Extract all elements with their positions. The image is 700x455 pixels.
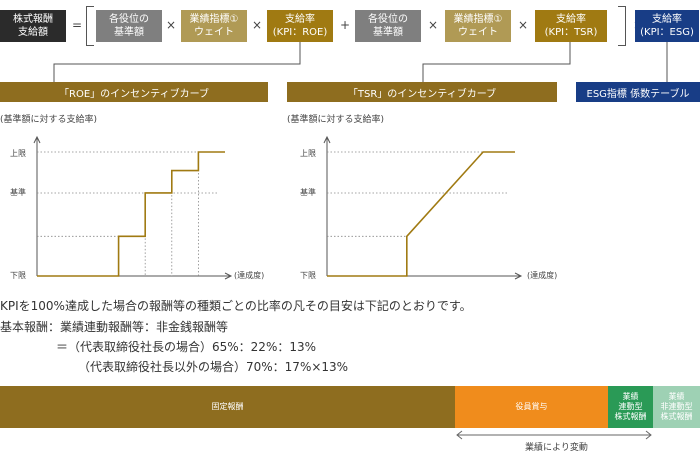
times-sign-2: × (251, 18, 263, 32)
tsr-curve-tag: 「TSR」のインセンティブカーブ (287, 82, 557, 102)
connector-lines (53, 42, 668, 84)
bar-segment-fixed: 固定報酬 (0, 386, 455, 428)
tsr-curve (327, 151, 515, 277)
roe-y-caption: (基準額に対する支給率) (0, 115, 98, 125)
payout-rate-roe-box: 支給率 (KPI：ROE) (267, 10, 333, 42)
tsr-y-tick-upper: 上限 (300, 149, 316, 158)
tsr-x-axis-arrow (514, 272, 523, 280)
times-sign-4: × (517, 18, 529, 32)
variable-range-label: 業績により変動 (525, 443, 588, 453)
esg-table-tag: ESG指標 係数テーブル (576, 82, 700, 102)
note-line-4: （代表取締役社長以外の場合）70%：17%×13% (78, 360, 349, 374)
tsr-x-caption: (達成度) (527, 271, 558, 280)
roe-curve (37, 151, 225, 277)
right-bracket (618, 6, 626, 46)
roe-y-tick-base: 基準 (10, 188, 26, 197)
equals-sign: = (71, 18, 83, 32)
roe-y-axis-arrow (33, 135, 41, 144)
bar-segment-bonus: 役員賞与 (455, 386, 608, 428)
base-amount-box-2: 各役位の 基準額 (355, 10, 421, 42)
stock-compensation-label: 株式報酬 支給額 (0, 10, 66, 42)
weight-box-1: 業績指標① ウェイト (181, 10, 247, 42)
times-sign-1: × (165, 18, 177, 32)
roe-y-tick-upper: 上限 (10, 149, 26, 158)
roe-y-tick-lower: 下限 (10, 271, 26, 280)
roe-curve-tag: 「ROE」のインセンティブカーブ (0, 82, 268, 102)
base-amount-box-1: 各役位の 基準額 (96, 10, 162, 42)
tsr-chart (323, 135, 523, 280)
times-sign-3: × (427, 18, 439, 32)
note-line-3: ＝（代表取締役社長の場合）65%：22%：13% (56, 340, 317, 354)
roe-chart (33, 135, 233, 280)
left-bracket (86, 6, 94, 46)
tsr-y-tick-lower: 下限 (300, 271, 316, 280)
bar-segment-non-performance-stock: 業績 非連動型 株式報酬 (653, 386, 700, 428)
plus-sign: + (339, 18, 351, 32)
payout-rate-tsr-box: 支給率 (KPI：TSR) (535, 10, 607, 42)
note-line-1: KPIを100%達成した場合の報酬等の種類ごとの比率の凡その目安は下記のとおりで… (0, 299, 472, 313)
tsr-y-caption: (基準額に対する支給率) (287, 115, 385, 125)
payout-rate-esg-box: 支給率 (KPI：ESG) (635, 10, 699, 42)
roe-x-caption: (達成度) (234, 271, 265, 280)
tsr-y-tick-base: 基準 (300, 188, 316, 197)
weight-box-2: 業績指標① ウェイト (445, 10, 511, 42)
roe-x-axis-arrow (224, 272, 233, 280)
tsr-y-axis-arrow (323, 135, 331, 144)
note-line-2: 基本報酬：業績連動報酬等：非金銭報酬等 (0, 320, 229, 334)
bar-segment-performance-stock: 業績 連動型 株式報酬 (608, 386, 653, 428)
